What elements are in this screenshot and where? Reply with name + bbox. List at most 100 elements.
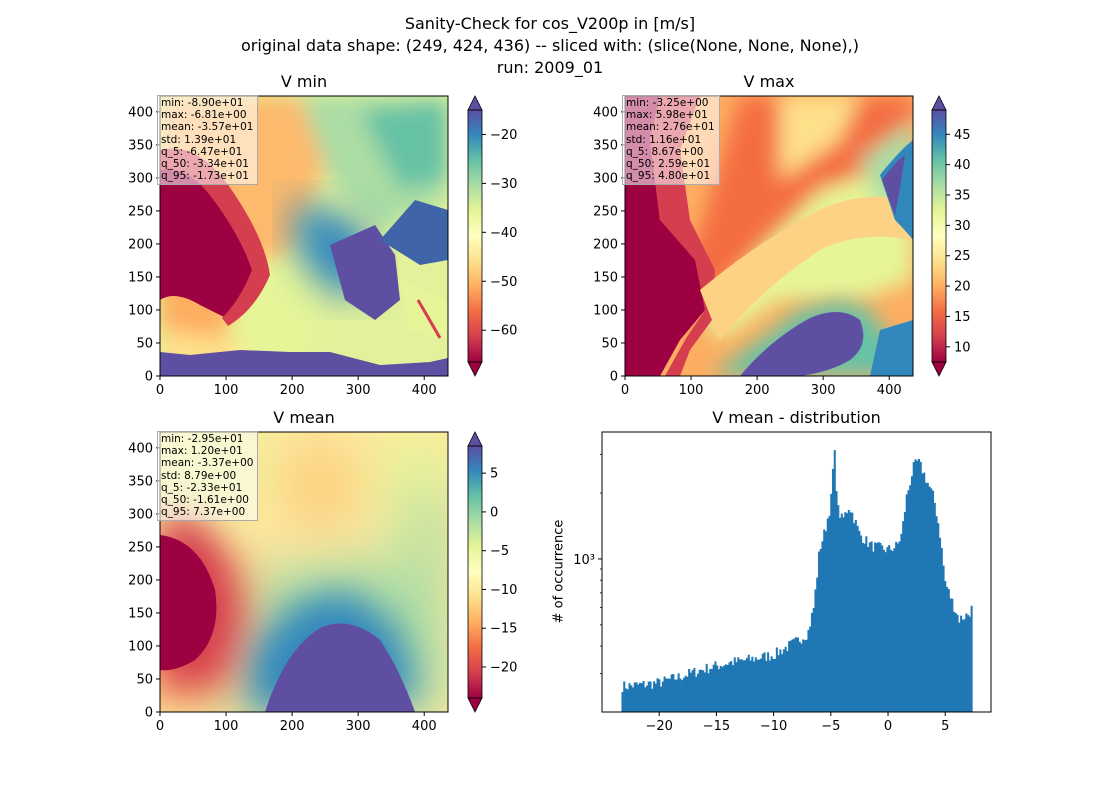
vmean-stats-box: min: -2.95e+01 max: 1.20e+01 mean: -3.37e+… — [157, 431, 259, 522]
histogram-bar — [933, 502, 936, 712]
histogram-bar — [702, 670, 705, 712]
vmean-frame — [159, 431, 449, 713]
histogram-bar — [879, 542, 882, 712]
colorbar-tick-label: −30 — [490, 177, 517, 192]
histogram-bar — [949, 598, 952, 712]
histogram-bar — [837, 505, 840, 712]
y-tick-label: 200 — [128, 573, 153, 588]
histogram-bar — [809, 626, 812, 712]
histogram-bar — [765, 660, 768, 712]
colorbar-tick-label: 10 — [954, 340, 971, 355]
vmin-colorbar — [467, 95, 483, 377]
colorbar-tick-label: −20 — [490, 128, 517, 143]
histogram-bar — [854, 520, 857, 712]
x-tick-label: 0 — [884, 719, 892, 734]
histogram-bar — [633, 682, 636, 712]
histogram-bar — [670, 674, 673, 712]
histogram-bar — [903, 511, 906, 712]
colorbar-tick-label: 35 — [954, 189, 971, 204]
histogram-bar — [833, 450, 836, 712]
histogram-bar — [710, 668, 713, 712]
colorbar-tick-label: −40 — [490, 226, 517, 241]
histogram-bar — [939, 537, 942, 712]
y-tick-label: 150 — [128, 606, 153, 621]
x-tick-label: 300 — [346, 383, 371, 398]
vmax-stats-box: min: -3.25e+00 max: 5.98e+01 mean: 2.76e+0… — [622, 95, 720, 186]
stats-line: max: -6.81e+00 — [161, 109, 247, 122]
figure-title-line-2: original data shape: (249, 424, 436) -- … — [241, 36, 859, 55]
x-tick-label: −5 — [821, 719, 840, 734]
histogram-bar — [747, 654, 750, 712]
y-tick-label: 400 — [128, 105, 153, 120]
stats-line: q_5: -6.47e+01 — [161, 145, 243, 158]
histogram-bar — [965, 613, 968, 712]
histogram-bar — [767, 652, 770, 712]
x-tick-label: 0 — [156, 383, 164, 398]
histogram-bar — [719, 665, 722, 712]
colorbar-tick-label: 0 — [490, 505, 498, 520]
histogram-bar — [853, 523, 856, 712]
histogram-bar — [707, 673, 710, 712]
histogram-bar — [960, 615, 963, 712]
histogram-bar — [909, 485, 912, 712]
histogram-bar — [717, 669, 721, 712]
histogram-bar — [817, 551, 821, 712]
histogram-bar — [761, 653, 764, 712]
histogram-bar — [816, 577, 819, 712]
histogram-bar — [763, 652, 766, 712]
x-tick-label: 300 — [346, 719, 371, 734]
histogram-bar — [661, 681, 664, 712]
tick-layer: 0 100 200 300 400050100150200250300350400−60… — [128, 105, 970, 734]
histogram-bar — [895, 541, 898, 712]
histogram-bar — [733, 657, 736, 712]
x-tick-label: 400 — [877, 383, 902, 398]
histogram-bar — [896, 543, 899, 712]
histogram-bar — [647, 681, 650, 712]
histogram-bar — [902, 521, 905, 712]
histogram-bar — [796, 637, 799, 712]
histogram-bar — [849, 512, 852, 712]
histogram-bar — [623, 681, 626, 712]
histogram-bar — [682, 677, 685, 712]
histogram-bar — [716, 665, 719, 712]
histogram-bar — [842, 517, 845, 712]
x-tick-label: 400 — [412, 719, 437, 734]
histogram-bar — [768, 660, 771, 712]
histogram-bar — [893, 548, 896, 712]
colorbar-tick-label: −5 — [490, 544, 509, 559]
histogram-bar — [651, 688, 654, 712]
histogram-bar — [921, 473, 924, 712]
histogram-bar — [917, 458, 921, 712]
histogram-bar — [781, 654, 784, 712]
panel-title-vmax: V max — [743, 72, 795, 91]
histogram-bar — [679, 678, 682, 712]
y-tick-label: 0 — [145, 706, 153, 721]
stats-line: min: -2.95e+01 — [161, 433, 244, 445]
histogram-bar — [672, 674, 675, 712]
histogram-bar — [696, 673, 699, 712]
stats-line: q_95: -1.73e+01 — [161, 170, 249, 183]
histogram-bar — [826, 518, 829, 712]
y-tick-label: 200 — [128, 237, 153, 252]
histogram-bar — [628, 683, 631, 712]
stats-line: mean: -3.57e+01 — [161, 121, 254, 134]
stats-line: std: 1.16e+01 — [626, 133, 702, 146]
histogram-bar — [740, 659, 743, 712]
x-tick-label: 100 — [214, 383, 239, 398]
histogram-bar — [919, 461, 922, 712]
y-tick-label: 300 — [128, 171, 153, 186]
panel-title-vmean: V mean — [273, 408, 335, 427]
y-tick-label: 10³ — [573, 553, 595, 568]
histogram-bar — [872, 551, 875, 712]
histogram-frame — [601, 431, 992, 713]
histogram-bar — [958, 622, 961, 712]
stats-line: q_50: -1.61e+00 — [161, 494, 249, 507]
histogram-bar — [914, 459, 917, 712]
x-tick-label: 0 — [156, 719, 164, 734]
x-tick-label: 200 — [280, 383, 305, 398]
stats-line: min: -3.25e+00 — [626, 97, 709, 109]
stats-line: std: 1.39e+01 — [161, 133, 237, 146]
histogram-bar — [831, 468, 835, 712]
vmin-frame — [159, 95, 449, 377]
histogram-bar — [860, 535, 863, 712]
